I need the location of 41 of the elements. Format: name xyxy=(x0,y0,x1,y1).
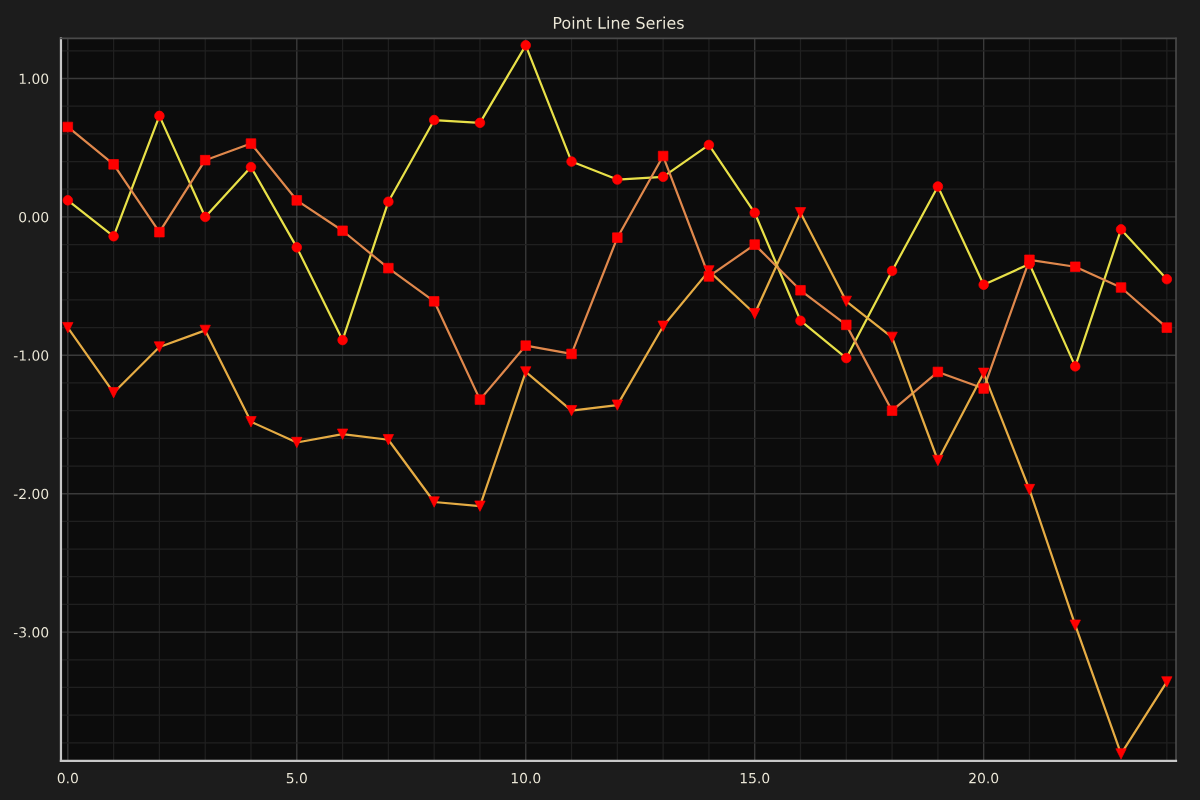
point xyxy=(428,496,440,508)
point xyxy=(1115,748,1127,760)
point xyxy=(108,387,120,399)
point xyxy=(337,428,349,440)
point xyxy=(841,319,852,331)
point xyxy=(794,207,807,219)
point xyxy=(291,436,303,449)
y-tick-label: -1.00 xyxy=(13,350,49,361)
y-tick-label: 1.00 xyxy=(19,73,49,85)
chart-title: Point Line Series xyxy=(553,16,684,29)
point xyxy=(611,399,623,411)
x-tick-label: 15.0 xyxy=(740,772,770,784)
point xyxy=(932,454,944,467)
point xyxy=(657,320,669,332)
y-tick-label: -3.00 xyxy=(13,627,49,638)
point xyxy=(1070,261,1081,272)
point xyxy=(62,322,74,334)
point xyxy=(566,405,578,417)
point xyxy=(200,155,211,166)
point xyxy=(245,416,257,428)
point xyxy=(1023,484,1036,496)
point xyxy=(1069,619,1081,631)
x-tick-label: 20.0 xyxy=(969,772,999,784)
point xyxy=(153,341,165,353)
point xyxy=(840,295,852,307)
point xyxy=(199,324,211,336)
y-tick-label: 0.00 xyxy=(19,211,49,223)
point xyxy=(382,434,394,446)
x-tick-label: 0.0 xyxy=(57,772,78,784)
point xyxy=(932,366,944,378)
point xyxy=(1161,676,1173,688)
point xyxy=(978,367,990,379)
x-tick-label: 10.0 xyxy=(511,772,541,784)
point xyxy=(749,308,761,320)
point xyxy=(62,121,73,133)
point xyxy=(657,150,669,162)
x-tick-label: 5.0 xyxy=(286,772,307,784)
point xyxy=(474,500,486,512)
point xyxy=(886,331,898,343)
y-tick-label: -2.00 xyxy=(13,488,49,500)
point xyxy=(520,366,532,378)
